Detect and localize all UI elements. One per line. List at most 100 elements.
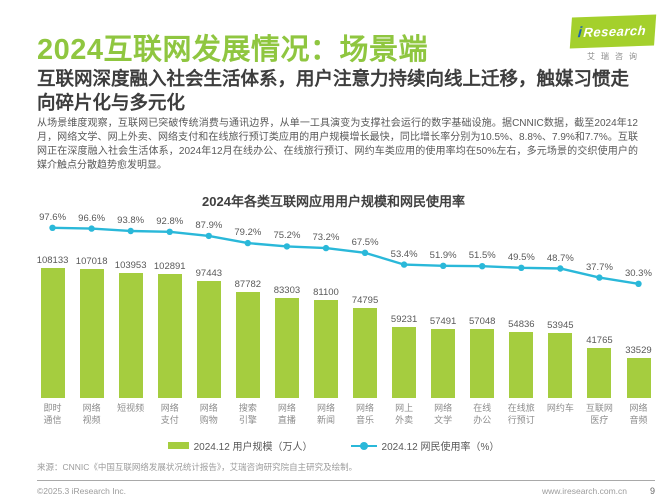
line-percent-label: 49.5%: [507, 251, 535, 263]
page-number: 9: [649, 486, 655, 496]
line-point: [557, 265, 564, 272]
bar-value-label: 102891: [153, 261, 186, 272]
source-note: 来源：CNNIC《中国互联网络发展状况统计报告》，艾瑞咨询研究院自主研究及绘制。: [37, 462, 358, 472]
bar-网约车: [548, 333, 573, 398]
line-point: [479, 263, 486, 270]
page-subtitle: 互联网深度融入社会生活体系，用户注意力持续向线上迁移，触媒习惯走向碎片化与多元化: [37, 68, 630, 113]
bar-value-label: 81100: [313, 287, 339, 298]
line-point: [518, 264, 525, 271]
bar-value-label: 33529: [625, 345, 652, 356]
bar-搜索引擎: [235, 292, 260, 398]
line-point: [127, 227, 134, 235]
category-label-网络新闻: 网络 新闻: [316, 403, 335, 425]
line-point: [635, 280, 642, 287]
category-label-搜索引擎: 搜索 引擎: [238, 403, 257, 425]
line-series-swatch-icon: [350, 441, 377, 450]
bar-value-label: 103953: [114, 260, 147, 271]
bar-网络文学: [431, 329, 456, 398]
line-percent-label: 92.8%: [156, 215, 184, 227]
legend-label-line: 2024.12 网民使用率（%）: [381, 442, 500, 453]
bar-value-label: 83303: [273, 285, 301, 296]
line-point: [244, 239, 251, 247]
line-percent-label: 87.9%: [195, 219, 223, 231]
line-point: [361, 249, 369, 256]
legend-item-user-scale: 2024.12 用户规模（万人）: [167, 438, 313, 453]
combo-chart-plot-area: 108133 107018 103953 102891 97443 87782 83303 8…: [33, 212, 658, 398]
line-percent-label: 97.6%: [39, 211, 67, 223]
body-paragraph: 从场景维度观察，互联网已突破传统消费与通讯边界，从单一工具演变为支撑社会运行的数…: [37, 118, 638, 171]
line-percent-label: 37.7%: [585, 261, 613, 273]
category-label-短视频: 短视频: [117, 403, 145, 413]
legend-item-usage-rate: 2024.12 网民使用率（%）: [350, 438, 500, 453]
line-point: [322, 244, 330, 252]
bar-value-label: 107018: [75, 256, 108, 267]
bar-网络音频: [626, 358, 651, 398]
logo-chinese-name: 艾瑞咨询: [587, 52, 643, 61]
bar-value-label: 57048: [469, 316, 496, 327]
line-percent-label: 73.2%: [312, 232, 340, 244]
line-percent-label: 51.5%: [468, 250, 496, 262]
line-percent-label: 30.3%: [624, 267, 652, 279]
line-percent-label: 51.9%: [429, 249, 457, 261]
category-label-网络音乐: 网络 音乐: [356, 403, 375, 425]
line-point: [400, 261, 408, 268]
bar-在线旅行预订: [509, 332, 534, 398]
bar-value-label: 41765: [586, 335, 613, 346]
footer-divider: [37, 480, 655, 481]
bar-value-label: 97443: [195, 268, 223, 279]
category-label-网上外卖: 网上 外卖: [395, 403, 414, 425]
bar-网络直播: [274, 298, 299, 398]
chart-x-axis-labels: 即时 通信 网络 视频 短视频 网络 支付 网络 购物 搜索 引擎 网络 直播 网络 新闻 网络 音乐 网上 外卖 网…: [33, 402, 658, 426]
category-label-网络购物: 网络 购物: [199, 403, 218, 425]
bar-网络音乐: [353, 308, 377, 398]
line-point: [205, 232, 212, 240]
line-percent-label: 79.2%: [234, 227, 262, 239]
bar-网络新闻: [314, 300, 338, 398]
footer-website: www.iresearch.com.cn: [541, 486, 627, 496]
category-label-互联网医疗: 互联网 医疗: [585, 403, 613, 425]
category-label-在线办公: 在线 办公: [473, 403, 492, 425]
bar-value-label: 74795: [351, 295, 379, 306]
footer-copyright: ©2025.3 iResearch Inc.: [37, 486, 126, 496]
line-percent-label: 93.8%: [117, 215, 145, 226]
line-point: [166, 228, 173, 235]
page-title: 2024互联网发展情况：场景端: [37, 34, 429, 66]
line-point: [49, 224, 56, 231]
category-label-网约车: 网约车: [546, 403, 574, 413]
bar-value-label: 59231: [390, 314, 418, 325]
usage-rate-line: [49, 224, 642, 287]
bar-互联网医疗: [587, 348, 612, 398]
bar-value-label: 53945: [547, 320, 574, 331]
line-point: [88, 225, 95, 232]
line-percent-label: 67.5%: [351, 236, 379, 248]
chart-title: 2024年各类互联网应用用户规模和网民使用率: [202, 194, 465, 209]
line-percent-label: 96.6%: [78, 212, 106, 224]
line-point: [283, 243, 291, 250]
line-point: [440, 262, 447, 269]
line-percent-label: 48.7%: [546, 252, 574, 264]
line-percent-label: 75.2%: [273, 230, 301, 242]
bar-网络支付: [157, 274, 182, 398]
bar-value-label: 57491: [429, 316, 457, 327]
bar-即时通信: [40, 268, 65, 398]
bar-value-label: 54836: [508, 319, 535, 330]
bar-series-swatch-icon: [167, 442, 189, 449]
logo-wordmark: Research: [582, 22, 647, 41]
legend-label-bar: 2024.12 用户规模（万人）: [193, 442, 313, 453]
category-label-网络音频: 网络 音频: [629, 403, 648, 425]
bar-网上外卖: [392, 327, 417, 398]
category-label-在线旅行预订: 在线旅 行预订: [507, 403, 535, 425]
iresearch-logo-box: iResearch: [569, 14, 657, 49]
line-point: [596, 274, 603, 281]
category-label-网络视频: 网络 视频: [82, 403, 101, 425]
bar-短视频: [118, 273, 143, 398]
chart-legend: 2024.12 用户规模（万人） 2024.12 网民使用率（%）: [0, 438, 667, 453]
line-percent-label: 53.4%: [390, 248, 418, 260]
bar-在线办公: [470, 329, 495, 398]
iresearch-logo: iResearch 艾瑞咨询: [569, 14, 657, 62]
category-label-即时通信: 即时 通信: [43, 403, 62, 425]
category-label-网络直播: 网络 直播: [277, 403, 296, 425]
bar-网络购物: [196, 281, 221, 398]
bar-value-label: 87782: [234, 279, 262, 290]
